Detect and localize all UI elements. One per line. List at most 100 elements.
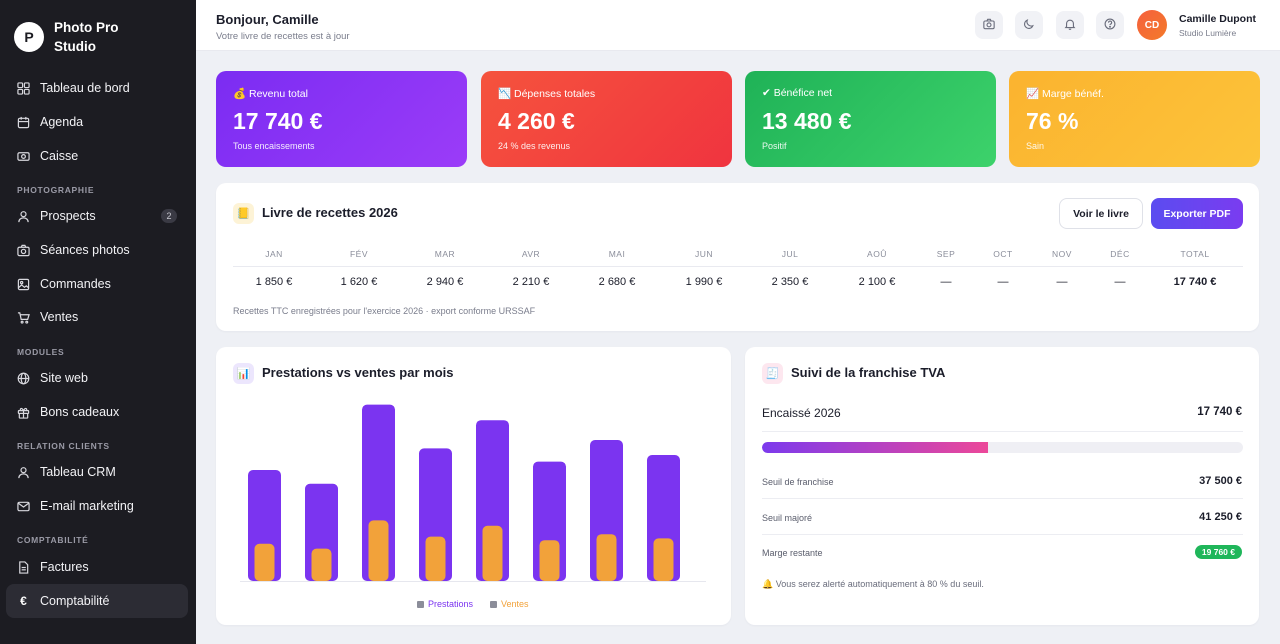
- sidebar-item-factures[interactable]: Factures: [6, 550, 188, 584]
- sidebar-item-caisse[interactable]: Caisse: [6, 139, 188, 173]
- ledger-column-header: NOV: [1052, 249, 1072, 259]
- sidebar-item-tableau-de-bord[interactable]: Tableau de bord: [6, 71, 188, 105]
- ledger-cell: 2 100 €: [858, 276, 896, 288]
- sidebar-item-ventes[interactable]: Ventes: [6, 300, 188, 334]
- bar-ventes[interactable]: [254, 543, 275, 581]
- ledger-cell: 1 850 €: [255, 276, 293, 288]
- view-ledger-button[interactable]: Voir le livre: [1059, 198, 1143, 229]
- ledger-total-header: TOTAL: [1180, 249, 1210, 259]
- sidebar-item-comptabilite[interactable]: € Comptabilité: [6, 584, 188, 618]
- divider: [762, 431, 1243, 432]
- kpi-label: 💰 Revenu total: [233, 88, 308, 100]
- kpi-subtext: Sain: [1026, 141, 1045, 151]
- kpi-card-depenses: 📉 Dépenses totales 4 260 € 24 % des reve…: [481, 71, 732, 167]
- legend-label: Prestations: [428, 599, 474, 609]
- nav-section-title: RELATION CLIENTS: [17, 441, 110, 451]
- nav-section-title: COMPTABILITÉ: [17, 535, 89, 545]
- divider: [233, 266, 1243, 267]
- marge-badge: 19 760 €: [1194, 545, 1242, 559]
- sidebar-item-agenda[interactable]: Agenda: [6, 105, 188, 139]
- legend-swatch: [417, 600, 424, 608]
- notifications-button[interactable]: [1056, 11, 1084, 39]
- bar-ventes[interactable]: [653, 538, 674, 581]
- sidebar-item-label: Séances photos: [40, 243, 130, 257]
- ledger-column-header: AOÛ: [867, 249, 887, 259]
- progress-fill: [762, 442, 989, 453]
- user-icon: [17, 466, 30, 479]
- ledger-note: Recettes TTC enregistrées pour l'exercic…: [233, 306, 536, 316]
- sidebar-item-prospects[interactable]: Prospects 2: [6, 199, 188, 233]
- brand-logo: P: [14, 22, 44, 52]
- alert-note: 🔔 Vous serez alerté automatiquement à 80…: [762, 579, 984, 589]
- ledger-cell: 2 940 €: [426, 276, 464, 288]
- sidebar-item-label: Ventes: [40, 310, 79, 324]
- ledger-cell: 2 210 €: [512, 276, 550, 288]
- brand[interactable]: P Photo Pro Studio: [14, 18, 144, 56]
- kpi-label: 📈 Marge bénéf.: [1026, 88, 1104, 100]
- sidebar-item-label: Tableau de bord: [40, 81, 130, 95]
- ledger-column-header: JUL: [781, 249, 799, 259]
- sidebar-item-label: Bons cadeaux: [40, 405, 120, 419]
- kpi-subtext: Positif: [762, 141, 787, 151]
- bar-ventes[interactable]: [482, 525, 503, 581]
- bar-ventes[interactable]: [425, 536, 446, 581]
- avatar[interactable]: CD: [1137, 10, 1167, 40]
- bar-ventes[interactable]: [539, 540, 560, 581]
- image-icon: [17, 278, 30, 291]
- legend-prestations[interactable]: Prestations: [417, 599, 473, 609]
- bell-icon: [1064, 18, 1076, 33]
- bar-chart: [240, 404, 706, 582]
- majore-label: Seuil majoré: [762, 513, 813, 523]
- ledger-title: Livre de recettes 2026: [262, 205, 398, 220]
- help-icon: [1104, 18, 1116, 33]
- ledger-card: 📒 Livre de recettes 2026 Voir le livre E…: [216, 183, 1259, 331]
- sidebar-item-seances-photos[interactable]: Séances photos: [6, 233, 188, 267]
- ledger-icon: 📒: [233, 203, 254, 224]
- help-button[interactable]: [1096, 11, 1124, 39]
- cash-icon: [17, 150, 30, 163]
- camera-button[interactable]: [975, 11, 1003, 39]
- euro-icon: €: [20, 594, 27, 608]
- brand-name: Photo Pro Studio: [54, 20, 119, 54]
- user-icon: [17, 210, 30, 223]
- sidebar-item-commandes[interactable]: Commandes: [6, 267, 188, 301]
- topbar: Bonjour, Camille Votre livre de recettes…: [196, 0, 1280, 51]
- ledger-column-header: JAN: [265, 249, 283, 259]
- count-badge: 2: [161, 209, 177, 223]
- kpi-card-revenu: 💰 Revenu total 17 740 € Tous encaissemen…: [216, 71, 467, 167]
- camera-icon: [983, 18, 995, 33]
- kpi-subtext: Tous encaissements: [233, 141, 315, 151]
- dark-mode-button[interactable]: [1015, 11, 1043, 39]
- tva-title: Suivi de la franchise TVA: [791, 365, 946, 380]
- kpi-label: 📉 Dépenses totales: [498, 88, 596, 100]
- bar-ventes[interactable]: [368, 520, 389, 581]
- kpi-value: 13 480 €: [762, 108, 852, 134]
- sidebar-item-label: Tableau CRM: [40, 465, 116, 479]
- seuil-label: Seuil de franchise: [762, 477, 834, 487]
- kpi-value: 17 740 €: [233, 108, 323, 134]
- sidebar-item-site-web[interactable]: Site web: [6, 361, 188, 395]
- franchise-progress-bar: [762, 442, 1243, 453]
- ledger-column-header: OCT: [993, 249, 1013, 259]
- user-studio: Studio Lumière: [1179, 28, 1237, 38]
- ledger-cell: 2 350 €: [771, 276, 809, 288]
- kpi-value: 4 260 €: [498, 108, 575, 134]
- tva-card: 🧾 Suivi de la franchise TVA Encaissé 202…: [745, 347, 1259, 625]
- bar-ventes[interactable]: [596, 534, 617, 581]
- sidebar-item-bons-cadeaux[interactable]: Bons cadeaux: [6, 395, 188, 429]
- export-pdf-button[interactable]: Exporter PDF: [1151, 198, 1243, 229]
- camera-icon: [17, 244, 30, 257]
- nav-section-title: PHOTOGRAPHIE: [17, 185, 95, 195]
- sidebar-item-email-marketing[interactable]: E-mail marketing: [6, 489, 188, 523]
- greeting-subtitle: Votre livre de recettes est à jour: [216, 31, 350, 42]
- legend-ventes[interactable]: Ventes: [490, 599, 529, 609]
- user-name[interactable]: Camille Dupont: [1179, 13, 1257, 25]
- bar-ventes[interactable]: [311, 548, 332, 581]
- sidebar-item-label: Prospects: [40, 209, 96, 223]
- file-icon: [17, 560, 30, 574]
- calendar-icon: [17, 116, 30, 129]
- greeting: Bonjour, Camille: [216, 12, 319, 27]
- sidebar-item-tableau-crm[interactable]: Tableau CRM: [6, 455, 188, 489]
- legend-label: Ventes: [501, 599, 529, 609]
- sidebar-item-label: Commandes: [40, 277, 111, 291]
